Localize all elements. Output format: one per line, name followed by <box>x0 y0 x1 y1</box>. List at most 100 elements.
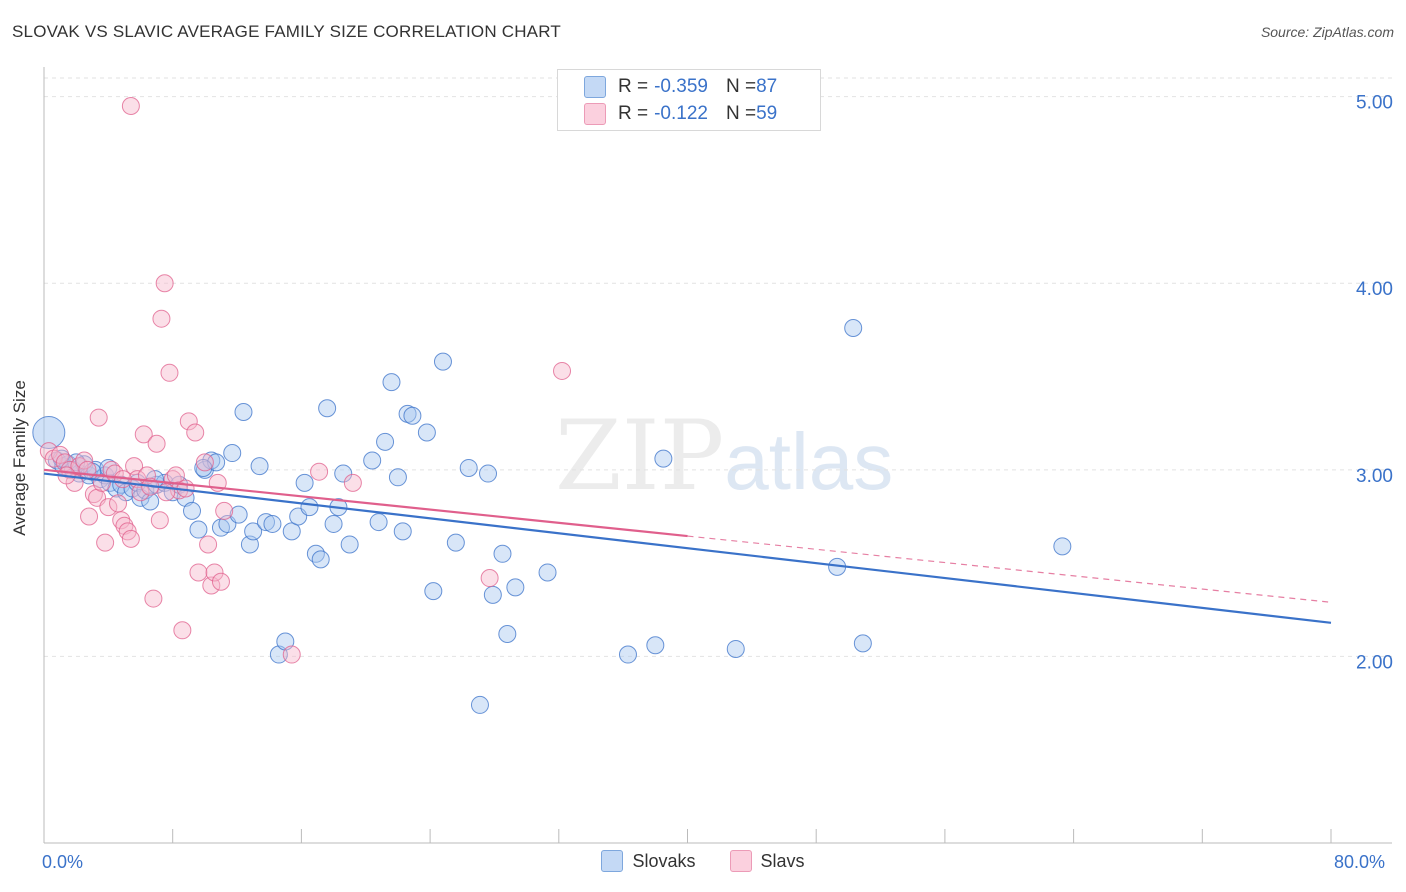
point-slovaks <box>1053 537 1072 556</box>
point-slavs <box>553 361 572 380</box>
point-slavs <box>89 408 108 427</box>
y-axis-label: Average Family Size <box>10 380 29 536</box>
point-slavs <box>179 412 198 431</box>
point-slovaks <box>244 522 263 541</box>
point-slovaks <box>340 535 359 554</box>
point-slovaks <box>654 449 673 468</box>
point-slovaks <box>306 544 325 563</box>
point-slovaks <box>403 406 422 425</box>
point-slovaks <box>424 582 443 601</box>
point-slovaks <box>376 432 395 451</box>
legend-r-label: R = <box>618 76 649 97</box>
point-slavs <box>480 569 499 588</box>
point-slavs <box>112 511 131 530</box>
point-slovaks <box>189 520 208 539</box>
legend-label-slovaks: Slovaks <box>632 850 696 871</box>
point-slavs <box>92 473 111 492</box>
legend-item-slavs[interactable]: Slavs <box>729 850 805 872</box>
legend-swatch-slavs <box>729 850 752 872</box>
point-slovaks <box>263 514 282 533</box>
point-slavs <box>75 451 94 470</box>
point-slovaks <box>223 444 242 463</box>
legend-n-label: N = <box>725 76 757 97</box>
point-slovaks <box>382 373 401 392</box>
point-slovaks <box>393 522 412 541</box>
point-slovaks <box>646 636 665 655</box>
point-slovaks <box>493 544 512 563</box>
point-slavs <box>310 462 329 481</box>
point-slavs <box>147 434 166 453</box>
point-slavs <box>150 511 169 530</box>
point-slovaks <box>363 451 382 470</box>
point-slovaks <box>479 464 498 483</box>
point-slovaks <box>417 423 436 442</box>
point-slovaks <box>32 416 66 450</box>
point-slovaks <box>853 634 872 653</box>
legend-r-value: -0.359 <box>654 76 708 97</box>
point-slovaks <box>446 533 465 552</box>
point-slavs <box>189 563 208 582</box>
point-slavs <box>282 645 301 664</box>
point-slavs <box>160 363 179 382</box>
x-tick-label-max: 80.0% <box>1334 852 1386 872</box>
point-slovaks <box>538 563 557 582</box>
watermark-zip: ZIP <box>555 400 725 512</box>
point-slavs <box>343 473 362 492</box>
point-slovaks <box>506 578 525 597</box>
legend-n-value: 87 <box>756 76 778 97</box>
legend-row-slovaks: R = -0.359 N = 87 <box>584 75 777 99</box>
correlation-legend: R = -0.359 N = 87 R = -0.122 N = 59 <box>557 69 821 131</box>
x-tick-label-min: 0.0% <box>42 852 84 872</box>
series-legend: Slovaks Slavs <box>0 850 1406 872</box>
y-tick-label: 3.00 <box>1356 466 1393 487</box>
legend-swatch-slavs <box>584 103 606 125</box>
point-slavs <box>134 425 153 444</box>
point-slovaks <box>483 585 502 604</box>
legend-r-label: R = <box>618 103 649 124</box>
point-slovaks <box>369 513 388 532</box>
point-slavs <box>115 516 134 535</box>
point-slovaks <box>433 352 452 371</box>
point-slavs <box>215 501 234 520</box>
point-slavs <box>80 507 99 526</box>
watermark: ZIPatlas <box>555 400 893 512</box>
point-slovaks <box>276 632 295 651</box>
point-slovaks <box>318 399 337 418</box>
point-slovaks <box>844 319 863 338</box>
point-slovaks <box>388 468 407 487</box>
point-slovaks <box>470 695 489 714</box>
point-slovaks <box>282 522 301 541</box>
point-slavs <box>144 589 163 608</box>
point-slavs <box>173 621 192 640</box>
point-slovaks <box>498 625 517 644</box>
point-slovaks <box>295 473 314 492</box>
legend-n-value: 59 <box>756 103 778 124</box>
point-slovaks <box>311 550 330 569</box>
point-slavs <box>195 453 214 472</box>
point-slavs <box>99 498 118 517</box>
legend-label-slavs: Slavs <box>760 850 805 871</box>
point-slovaks <box>234 402 253 421</box>
watermark-atlas: atlas <box>724 417 894 506</box>
legend-swatch-slovaks <box>601 850 624 872</box>
y-tick-label: 2.00 <box>1356 652 1393 673</box>
point-slavs <box>211 572 230 591</box>
point-slovaks <box>183 501 202 520</box>
point-slavs <box>121 96 140 115</box>
legend-item-slovaks[interactable]: Slovaks <box>601 850 696 872</box>
y-tick-label: 4.00 <box>1356 279 1393 300</box>
legend-swatch-slovaks <box>584 76 606 98</box>
point-slovaks <box>141 492 160 511</box>
point-slovaks <box>269 645 288 664</box>
trendline-slovaks <box>43 472 1332 624</box>
point-slovaks <box>300 498 319 517</box>
point-slovaks <box>618 645 637 664</box>
y-tick-label: 5.00 <box>1356 93 1393 114</box>
chart-title: SLOVAK VS SLAVIC AVERAGE FAMILY SIZE COR… <box>12 22 561 41</box>
point-slovaks <box>324 514 343 533</box>
point-slavs <box>205 563 224 582</box>
trendline-slavs <box>43 468 688 538</box>
point-slavs <box>96 533 115 552</box>
legend-row-slavs: R = -0.122 N = 59 <box>584 102 777 126</box>
